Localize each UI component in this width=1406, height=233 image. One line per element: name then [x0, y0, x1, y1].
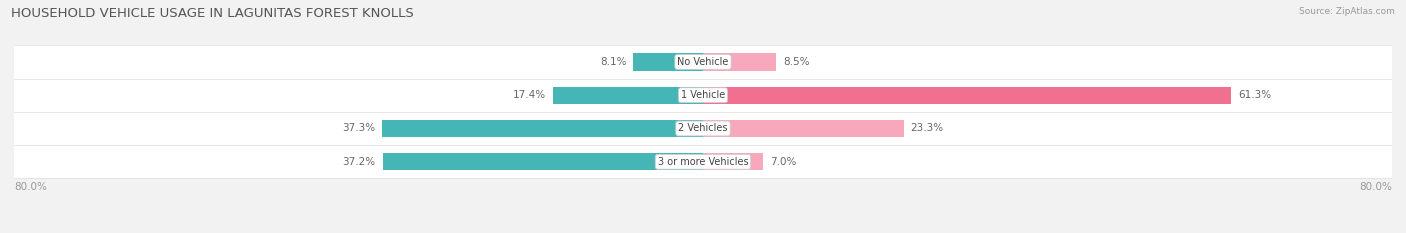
Text: 7.0%: 7.0% — [770, 157, 797, 167]
Text: 61.3%: 61.3% — [1237, 90, 1271, 100]
Text: 37.3%: 37.3% — [342, 123, 375, 134]
Text: HOUSEHOLD VEHICLE USAGE IN LAGUNITAS FOREST KNOLLS: HOUSEHOLD VEHICLE USAGE IN LAGUNITAS FOR… — [11, 7, 413, 20]
Bar — [633, 53, 703, 71]
Text: 80.0%: 80.0% — [1360, 182, 1392, 192]
Bar — [14, 79, 1392, 112]
Bar — [382, 120, 703, 137]
Bar — [14, 45, 1392, 79]
Text: No Vehicle: No Vehicle — [678, 57, 728, 67]
Bar — [703, 86, 1230, 104]
Bar — [703, 120, 904, 137]
Text: Source: ZipAtlas.com: Source: ZipAtlas.com — [1299, 7, 1395, 16]
Text: 2 Vehicles: 2 Vehicles — [678, 123, 728, 134]
Text: 23.3%: 23.3% — [911, 123, 943, 134]
Text: 80.0%: 80.0% — [14, 182, 46, 192]
Text: 37.2%: 37.2% — [343, 157, 375, 167]
Bar — [14, 112, 1392, 145]
Bar — [703, 53, 776, 71]
Bar — [553, 86, 703, 104]
Text: 8.5%: 8.5% — [783, 57, 810, 67]
Text: 17.4%: 17.4% — [513, 90, 547, 100]
Text: 8.1%: 8.1% — [600, 57, 626, 67]
Text: 1 Vehicle: 1 Vehicle — [681, 90, 725, 100]
Bar — [382, 153, 703, 170]
Text: 3 or more Vehicles: 3 or more Vehicles — [658, 157, 748, 167]
Bar — [703, 153, 763, 170]
Bar — [14, 145, 1392, 178]
